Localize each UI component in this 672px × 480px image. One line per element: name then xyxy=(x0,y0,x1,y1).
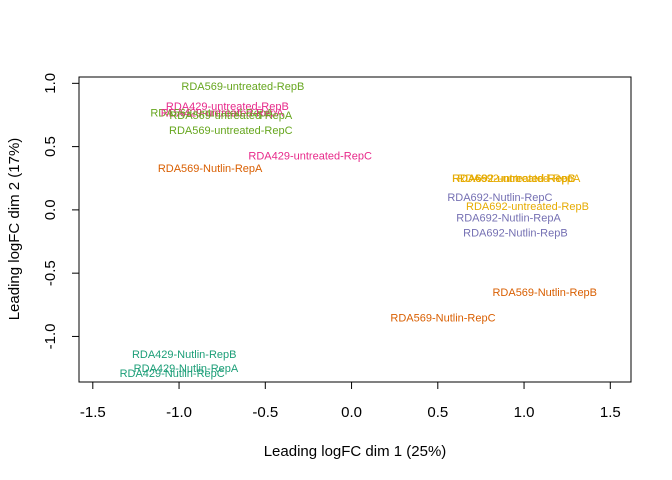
point-label: RDA692-untreated-RepB xyxy=(452,173,575,185)
x-tick-label: 1.0 xyxy=(514,404,535,421)
y-tick-label: -0.5 xyxy=(42,260,59,286)
y-tick-label: 0.5 xyxy=(42,136,59,157)
point-label: RDA429-Nutlin-RepB xyxy=(132,349,237,361)
x-tick-label: -1.0 xyxy=(166,404,192,421)
point-label: RDA569-Nutlin-RepC xyxy=(390,312,495,324)
point-label: RDA692-untreated-RepC xyxy=(452,173,576,185)
point-label: RDA569-untreated-RepA xyxy=(150,107,274,119)
point-label: RDA429-Nutlin-RepA xyxy=(134,363,239,375)
x-tick-label: 1.5 xyxy=(600,404,621,421)
y-tick-label: 0.0 xyxy=(42,199,59,220)
x-tick-label: 0.5 xyxy=(427,404,448,421)
y-tick-label: -1.0 xyxy=(42,324,59,350)
y-axis-title: Leading logFC dim 2 (17%) xyxy=(6,138,23,321)
x-tick-label: -0.5 xyxy=(252,404,278,421)
point-label: RDA692-untreated-RepA xyxy=(457,173,581,185)
x-axis-title: Leading logFC dim 1 (25%) xyxy=(264,443,447,460)
point-label: RDA429-untreated-RepC xyxy=(248,150,372,162)
point-label: RDA569-untreated-RepB xyxy=(181,81,304,93)
point-label: RDA569-untreated-RepA xyxy=(169,110,293,122)
point-label: RDA569-Nutlin-RepA xyxy=(158,163,263,175)
point-label: RDA429-untreated-RepB xyxy=(166,101,289,113)
y-tick-label: 1.0 xyxy=(42,73,59,94)
point-labels: RDA569-untreated-RepB RDA429-untreated-Re… xyxy=(120,81,597,380)
x-tick-label: -1.5 xyxy=(80,404,106,421)
point-label: RDA692-Nutlin-RepB xyxy=(463,228,568,240)
point-label: RDA429-Nutlin-RepC xyxy=(120,368,225,380)
point-label: RDA569-untreated-RepC xyxy=(169,125,293,137)
point-label: RDA692-untreated-RepB xyxy=(466,201,589,213)
y-axis: -1.0 -0.5 0.0 0.5 1.0 xyxy=(42,73,80,350)
point-label: RDA692-Nutlin-RepA xyxy=(456,212,561,224)
x-axis: -1.5 -1.0 -0.5 0.0 0.5 1.0 1.5 xyxy=(80,381,621,421)
point-label: RDA692-Nutlin-RepC xyxy=(447,192,552,204)
point-label: RDA429-untreated-RepA xyxy=(161,107,285,119)
point-label: RDA569-Nutlin-RepB xyxy=(492,287,597,299)
x-tick-label: 0.0 xyxy=(341,404,362,421)
